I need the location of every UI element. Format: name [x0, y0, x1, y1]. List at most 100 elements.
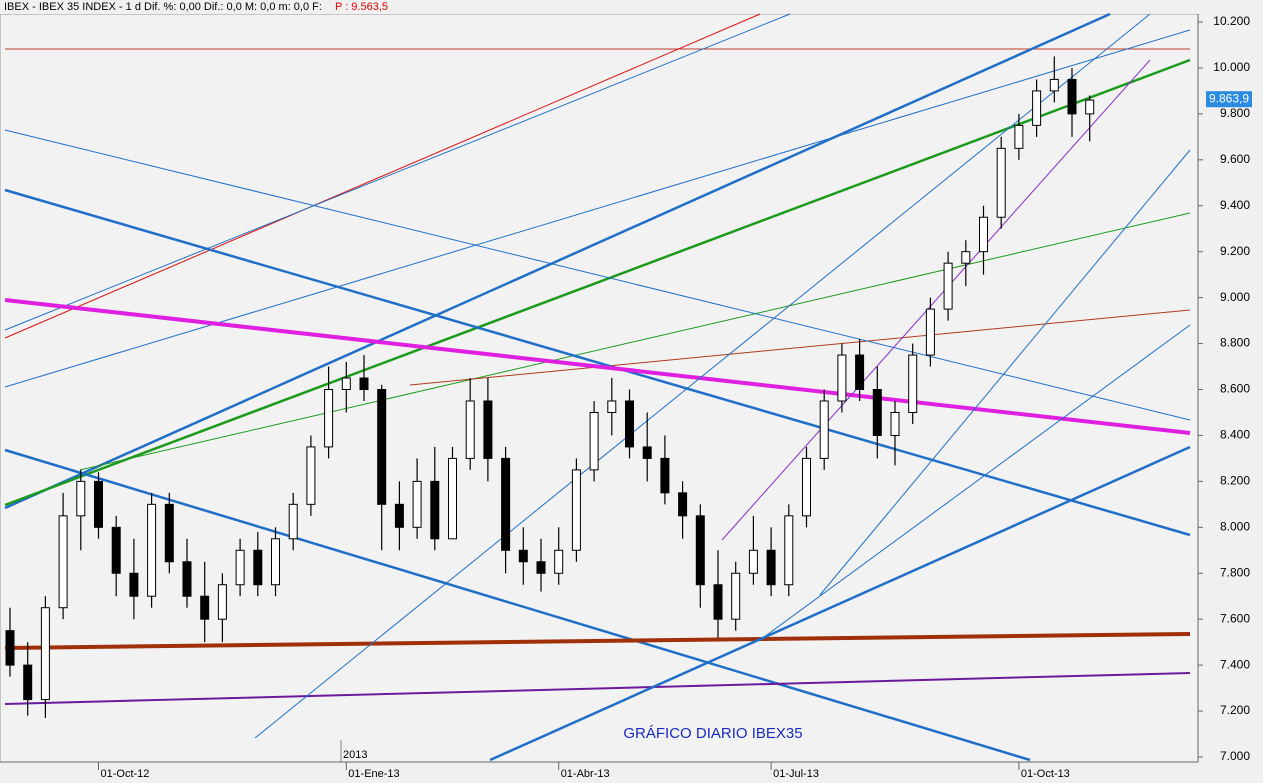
- candle-body: [501, 457, 511, 551]
- candle-body: [359, 377, 369, 390]
- chart-subtitle: P : 9.563,5: [335, 1, 388, 13]
- trend-line: [409, 309, 1191, 386]
- trend-line: [819, 149, 1191, 596]
- candle-body: [1085, 99, 1095, 115]
- candle-body: [341, 377, 351, 390]
- candle-body: [58, 515, 68, 609]
- candle-body: [695, 515, 705, 586]
- candle-body: [766, 549, 776, 586]
- candle-body: [784, 515, 794, 586]
- y-tick-label: 8.200: [1220, 474, 1250, 488]
- trend-line: [4, 188, 1191, 537]
- candle-body: [943, 262, 953, 310]
- y-tick-label: 7.200: [1220, 703, 1250, 717]
- candle-body: [483, 400, 493, 459]
- x-tick-label: 01-Abr-13: [561, 768, 610, 780]
- y-tick-label: 10.000: [1213, 60, 1250, 74]
- candle-body: [554, 549, 564, 574]
- candle-body: [253, 549, 263, 586]
- trend-line: [79, 212, 1191, 471]
- y-tick-label: 9.600: [1220, 152, 1250, 166]
- trend-line: [4, 298, 1191, 435]
- trend-line: [721, 59, 1151, 541]
- y-tick-label: 7.600: [1220, 611, 1250, 625]
- candle-body: [571, 469, 581, 551]
- y-tick-label: 9.800: [1220, 106, 1250, 120]
- candle-body: [306, 446, 316, 505]
- candle-body: [412, 480, 422, 528]
- trend-line: [4, 672, 1191, 705]
- y-tick-label: 8.600: [1220, 382, 1250, 396]
- candle-body: [448, 457, 457, 540]
- y-tick-label: 9.200: [1220, 244, 1250, 258]
- y-tick-label: 7.400: [1220, 657, 1250, 671]
- candle-body: [40, 607, 50, 701]
- candle-body: [164, 503, 174, 563]
- candle-body: [731, 572, 741, 620]
- trend-line: [759, 324, 1191, 641]
- candle-body: [890, 411, 900, 436]
- candle-body: [713, 584, 723, 620]
- x-tick-label: 01-Oct-12: [101, 768, 150, 780]
- candle-body: [200, 595, 210, 620]
- candle-body: [908, 354, 918, 413]
- candle-body: [235, 549, 245, 586]
- candle-body: [430, 480, 440, 540]
- last-price-label: 9.863,9: [1209, 91, 1249, 105]
- candle-body: [129, 572, 139, 597]
- y-tick-label: 8.400: [1220, 428, 1250, 442]
- candle-body: [589, 411, 599, 471]
- candle-body: [394, 503, 404, 528]
- y-tick-label: 8.000: [1220, 519, 1250, 533]
- y-tick-label: 7.000: [1220, 749, 1250, 763]
- trend-line: [254, 13, 1151, 739]
- trend-line: [4, 29, 1191, 388]
- candle-body: [855, 354, 865, 390]
- candle-body: [182, 561, 192, 597]
- candle-body: [1032, 90, 1042, 126]
- chart-title: IBEX - IBEX 35 INDEX - 1 d Dif. %: 0,00 …: [4, 1, 322, 13]
- y-tick-label: 7.800: [1220, 565, 1250, 579]
- trend-line: [489, 445, 1191, 762]
- trend-line: [4, 448, 1031, 762]
- trend-line: [4, 632, 1191, 650]
- candle-body: [271, 538, 280, 586]
- candle-body: [288, 503, 298, 540]
- candle-body: [1014, 124, 1024, 149]
- candle-body: [147, 503, 157, 597]
- trend-line: [4, 13, 761, 339]
- candle-body: [642, 446, 652, 459]
- candle-body: [465, 400, 475, 459]
- candles: [5, 56, 1095, 718]
- candle-body: [377, 389, 387, 505]
- candle-body: [76, 480, 86, 517]
- x-tick-label: 01-Jul-13: [773, 768, 819, 780]
- trend-line: [4, 129, 1191, 421]
- trend-line: [4, 13, 791, 331]
- y-tick-label: 8.800: [1220, 336, 1250, 350]
- candle-body: [925, 308, 935, 356]
- candle-body: [748, 549, 758, 574]
- trend-line: [4, 12, 1111, 510]
- trend-lines: [4, 12, 1191, 762]
- x-tick-label: 01-Oct-13: [1021, 768, 1070, 780]
- x-tick-label: 01-Ene-13: [348, 768, 399, 780]
- candle-body: [5, 630, 15, 666]
- candle-body: [518, 549, 528, 563]
- candle-body: [23, 664, 33, 701]
- y-tick-label: 9.400: [1220, 198, 1250, 212]
- year-label: 2013: [343, 749, 367, 761]
- candle-body: [979, 216, 988, 253]
- y-tick-label: 9.000: [1220, 290, 1250, 304]
- candle-body: [837, 354, 847, 402]
- header-bar: [0, 0, 1198, 14]
- candle-body: [996, 147, 1006, 218]
- candle-body: [324, 389, 334, 448]
- candle-body: [1049, 78, 1059, 92]
- candle-body: [961, 251, 971, 264]
- candle-body: [802, 457, 811, 517]
- candle-body: [678, 492, 688, 517]
- trend-line: [4, 58, 1191, 507]
